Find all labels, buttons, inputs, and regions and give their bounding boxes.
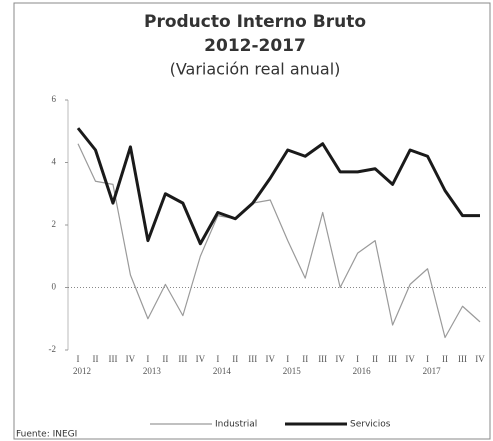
year-label: 2015 bbox=[283, 366, 302, 376]
y-tick-label: 0 bbox=[52, 282, 57, 292]
x-tick-label: I bbox=[356, 354, 359, 364]
y-tick-label: 2 bbox=[52, 219, 57, 229]
chart-title: 2012-2017 bbox=[204, 36, 306, 56]
y-tick-label: 4 bbox=[52, 157, 57, 167]
x-tick-label: III bbox=[458, 354, 467, 364]
x-tick-label: II bbox=[372, 354, 378, 364]
x-tick-label: II bbox=[92, 354, 98, 364]
x-tick-label: II bbox=[162, 354, 168, 364]
y-tick-label: 6 bbox=[52, 94, 57, 104]
x-tick-label: IV bbox=[196, 354, 206, 364]
x-tick-label: IV bbox=[405, 354, 415, 364]
x-tick-label: III bbox=[318, 354, 327, 364]
x-tick-label: I bbox=[216, 354, 219, 364]
x-tick-label: III bbox=[248, 354, 257, 364]
chart-border bbox=[13, 2, 491, 440]
x-tick-label: II bbox=[232, 354, 238, 364]
year-label: 2012 bbox=[73, 366, 91, 376]
x-tick-label: IV bbox=[266, 354, 276, 364]
chart-title: Producto Interno Bruto bbox=[144, 12, 366, 32]
legend-label: Servicios bbox=[350, 420, 391, 430]
x-tick-label: I bbox=[426, 354, 429, 364]
year-label: 2016 bbox=[353, 366, 372, 376]
x-tick-label: I bbox=[77, 354, 80, 364]
x-tick-label: II bbox=[302, 354, 308, 364]
x-tick-label: II bbox=[442, 354, 448, 364]
chart-subtitle: (Variación real anual) bbox=[170, 60, 341, 79]
x-tick-label: IV bbox=[335, 354, 345, 364]
x-tick-label: III bbox=[388, 354, 397, 364]
line-series bbox=[77, 143, 481, 339]
source: Fuente: INEGI bbox=[16, 430, 77, 440]
x-tick-label: III bbox=[178, 354, 187, 364]
x-tick-label: IV bbox=[126, 354, 136, 364]
year-label: 2013 bbox=[143, 366, 162, 376]
x-tick-label: III bbox=[108, 354, 117, 364]
year-label: 2017 bbox=[423, 366, 442, 376]
x-tick-label: I bbox=[286, 354, 289, 364]
x-tick-label: IV bbox=[475, 354, 485, 364]
y-tick-label: -2 bbox=[49, 344, 57, 354]
line-series bbox=[76, 127, 480, 246]
x-tick-label: I bbox=[146, 354, 149, 364]
year-label: 2014 bbox=[213, 366, 232, 376]
legend-label: Industrial bbox=[215, 420, 257, 430]
